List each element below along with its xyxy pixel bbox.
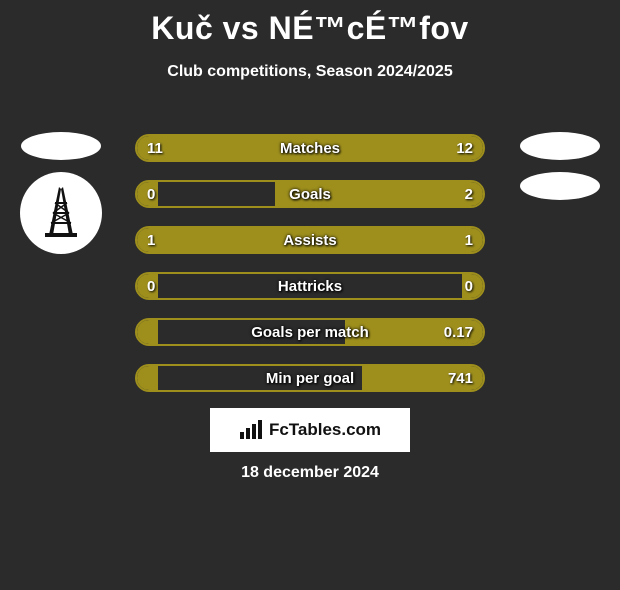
stat-right-value: 0.17 bbox=[444, 324, 473, 341]
right-ellipse-logo-1 bbox=[520, 132, 600, 160]
stat-right-value: 1 bbox=[465, 232, 473, 249]
stat-row: 0 2 Goals bbox=[135, 180, 485, 208]
left-team-logos bbox=[20, 132, 102, 254]
stat-right-value: 2 bbox=[465, 186, 473, 203]
stat-row: 0 0 Hattricks bbox=[135, 272, 485, 300]
stat-left-value: 0 bbox=[147, 278, 155, 295]
stat-right-value: 0 bbox=[465, 278, 473, 295]
stat-row: 0.17 Goals per match bbox=[135, 318, 485, 346]
stat-label: Hattricks bbox=[278, 278, 342, 295]
stat-left-value: 0 bbox=[147, 186, 155, 203]
left-ellipse-logo-1 bbox=[21, 132, 101, 160]
stat-left-value: 11 bbox=[147, 140, 163, 157]
right-ellipse-logo-2 bbox=[520, 172, 600, 200]
stat-label: Goals per match bbox=[251, 324, 369, 341]
subtitle: Club competitions, Season 2024/2025 bbox=[0, 63, 620, 81]
stat-row: 11 12 Matches bbox=[135, 134, 485, 162]
stats-bars: 1112Matches02Goals11Assists00Hattricks0.… bbox=[135, 134, 485, 392]
oil-derrick-icon bbox=[31, 183, 91, 243]
left-round-logo bbox=[20, 172, 102, 254]
stat-right-value: 741 bbox=[448, 370, 473, 387]
bar-fill-left bbox=[137, 366, 158, 390]
stat-row: 741 Min per goal bbox=[135, 364, 485, 392]
chart-icon bbox=[239, 420, 263, 440]
page-title: Kuč vs NÉ™cÉ™fov bbox=[0, 10, 620, 47]
right-team-logos bbox=[520, 132, 600, 254]
stat-label: Min per goal bbox=[266, 370, 354, 387]
stat-row: 1 1 Assists bbox=[135, 226, 485, 254]
stat-label: Goals bbox=[289, 186, 331, 203]
brand-text: FcTables.com bbox=[269, 420, 381, 440]
stat-label: Assists bbox=[283, 232, 336, 249]
stat-left-value: 1 bbox=[147, 232, 155, 249]
date: 18 december 2024 bbox=[0, 464, 620, 482]
stat-label: Matches bbox=[280, 140, 340, 157]
brand-badge[interactable]: FcTables.com bbox=[210, 408, 410, 452]
stat-right-value: 12 bbox=[456, 140, 473, 157]
bar-fill-left bbox=[137, 320, 158, 344]
